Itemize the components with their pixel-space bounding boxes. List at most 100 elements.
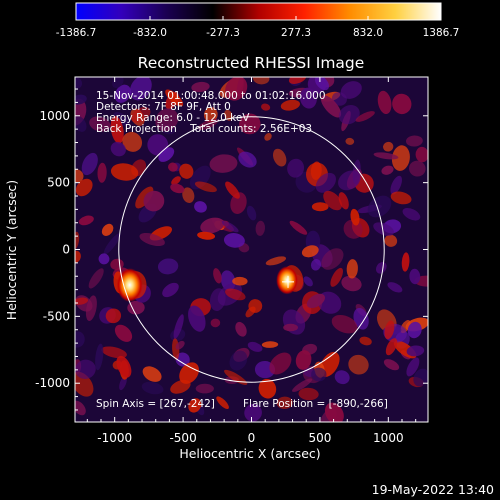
noise-blob <box>310 161 322 180</box>
noise-blob <box>252 77 270 85</box>
y-axis-label: Heliocentric Y (arcsec) <box>4 180 19 320</box>
flare-position-text: Flare Position = [-890,-266] <box>243 398 388 410</box>
noise-blob <box>188 305 206 332</box>
noise-blob <box>232 276 248 286</box>
noise-blob <box>113 112 130 126</box>
noise-blob <box>225 77 248 101</box>
noise-blob <box>261 103 271 111</box>
bright-source <box>116 268 143 302</box>
noise-blob <box>197 231 216 240</box>
noise-blob <box>200 217 225 234</box>
noise-blob <box>235 321 247 337</box>
noise-blob <box>269 352 292 375</box>
x-axis: -1000 -500 0 500 1000 <box>86 77 417 445</box>
noise-blob <box>194 181 217 193</box>
heatmap-texture <box>75 77 428 422</box>
noise-blob <box>75 359 96 379</box>
noise-blob <box>238 151 257 168</box>
noise-blob <box>139 232 165 247</box>
noise-blob <box>392 93 412 115</box>
x-axis-label: Heliocentric X (arcsec) <box>179 446 320 461</box>
noise-blob <box>101 346 127 359</box>
noise-blob <box>182 187 195 203</box>
noise-blob <box>171 176 181 185</box>
noise-blob <box>78 215 94 226</box>
x-tick-label: 1000 <box>373 431 404 445</box>
noise-blob <box>353 307 369 330</box>
footer-timestamp: 19-May-2022 13:40 <box>372 482 494 497</box>
noise-blob <box>244 403 262 422</box>
x-tick-label: 0 <box>248 431 256 445</box>
noise-blob <box>247 341 263 352</box>
noise-blob <box>129 77 152 101</box>
noise-blob <box>381 165 394 175</box>
y-tick-label: 500 <box>47 176 70 190</box>
noise-blob <box>311 202 329 212</box>
noise-blob <box>387 282 403 293</box>
noise-blob <box>175 340 185 350</box>
noise-blob <box>191 81 210 93</box>
noise-blob <box>210 318 221 328</box>
noise-blob <box>101 223 114 236</box>
colorbar-tick-label: 277.3 <box>281 27 311 39</box>
noise-blob <box>155 108 179 132</box>
noise-blob <box>331 314 358 334</box>
noise-blob <box>157 258 179 275</box>
noise-blob <box>406 345 425 357</box>
noise-blob <box>110 116 124 144</box>
noise-blob <box>75 250 81 263</box>
noise-blob <box>311 367 327 382</box>
noise-blob <box>264 133 272 141</box>
noise-blob <box>179 362 199 384</box>
noise-blob <box>324 402 344 422</box>
noise-blob <box>367 195 392 218</box>
noise-blob <box>265 256 287 266</box>
noise-blob <box>355 111 375 122</box>
chart-title: Reconstructed RHESSI Image <box>138 54 365 72</box>
colorbar-ticks: -1386.7 -832.0 -277.3 277.3 832.0 1386.7 <box>56 16 460 39</box>
noise-blob <box>261 341 279 348</box>
noise-blob <box>401 252 410 272</box>
noise-blob <box>75 77 83 89</box>
colorbar-tick-label: 1386.7 <box>423 27 460 39</box>
noise-blob <box>306 293 325 309</box>
noise-blob <box>221 220 239 233</box>
noise-blob <box>413 368 428 387</box>
y-tick-label: -1000 <box>35 376 70 390</box>
noise-blob <box>110 141 126 157</box>
x-tick-label: 500 <box>308 431 331 445</box>
noise-blob <box>321 248 344 270</box>
noise-blob <box>273 148 287 167</box>
colorbar-tick-label: -832.0 <box>133 27 167 39</box>
noise-blob <box>359 336 372 346</box>
noise-blob <box>407 321 422 339</box>
noise-blob <box>276 396 293 410</box>
noise-blob <box>258 378 277 399</box>
noise-blob <box>315 172 336 193</box>
noise-blob <box>390 191 412 205</box>
noise-blob <box>345 137 355 145</box>
colorbar <box>75 2 442 21</box>
noise-blob <box>414 275 428 287</box>
noise-blob <box>409 268 421 285</box>
noise-blob <box>383 141 394 152</box>
y-tick-label: -500 <box>43 309 70 323</box>
noise-blob <box>245 306 256 318</box>
noise-blob <box>350 208 360 226</box>
annotation-time-range: 15-Nov-2014 01:00:48.000 to 01:02:16.000 <box>96 90 326 102</box>
noise-blob <box>346 259 358 279</box>
noise-blob <box>143 190 165 212</box>
annotation-detectors: Detectors: 7F 8F 9F, Att 0 <box>96 101 231 113</box>
noise-blob <box>162 282 179 298</box>
colorbar-tick-label: -277.3 <box>206 27 240 39</box>
noise-blob <box>195 383 214 394</box>
noise-blob <box>223 233 245 248</box>
noise-blob <box>88 268 104 289</box>
noise-blob <box>81 152 98 176</box>
noise-blob <box>122 131 143 152</box>
noise-blob <box>229 350 248 371</box>
crosshair-marker <box>282 275 295 288</box>
noise-blob <box>224 369 248 385</box>
noise-blob <box>314 77 330 91</box>
